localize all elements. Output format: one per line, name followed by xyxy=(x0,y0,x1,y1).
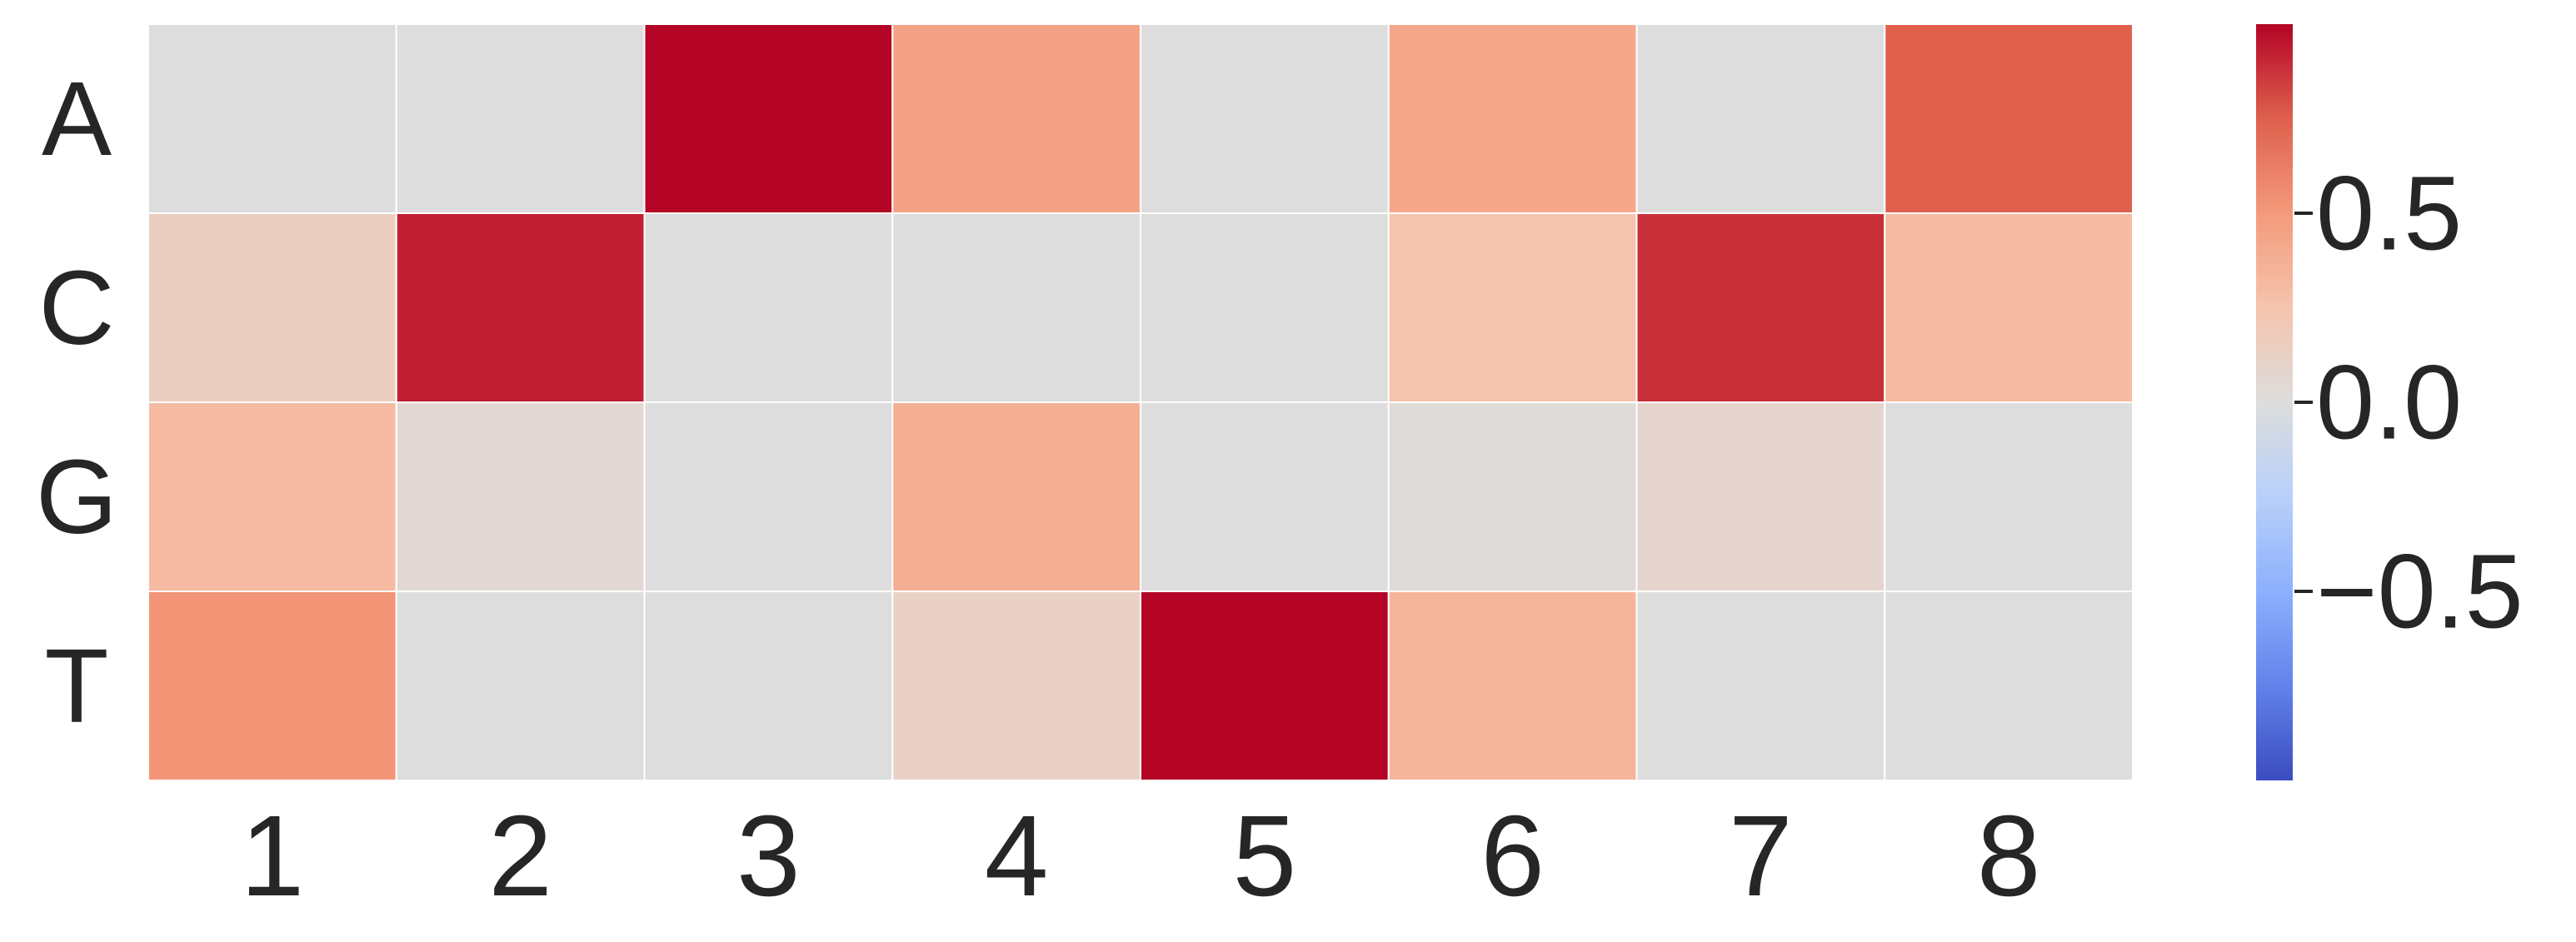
heatmap-cell-A-3 xyxy=(643,23,894,214)
heatmap-cell-T-1 xyxy=(147,591,397,781)
heatmap-cell-T-8 xyxy=(1884,591,2134,781)
colorbar-gradient xyxy=(2256,24,2293,780)
x-tick-label-4: 4 xyxy=(985,792,1049,920)
x-tick-label-1: 1 xyxy=(241,792,305,920)
heatmap-cell-G-5 xyxy=(1140,401,1390,592)
heatmap-cell-G-6 xyxy=(1387,401,1638,592)
heatmap-cell-T-3 xyxy=(643,591,894,781)
heatmap-cell-A-4 xyxy=(891,23,1141,214)
heatmap-cell-C-4 xyxy=(891,212,1141,403)
x-tick-label-2: 2 xyxy=(488,792,552,920)
heatmap-cell-G-4 xyxy=(891,401,1141,592)
heatmap-cell-T-6 xyxy=(1387,591,1638,781)
x-tick-label-5: 5 xyxy=(1233,792,1297,920)
heatmap-cell-T-7 xyxy=(1635,591,1886,781)
heatmap-cells xyxy=(147,23,2134,781)
x-tick-label-7: 7 xyxy=(1729,792,1793,920)
heatmap-cell-C-8 xyxy=(1884,212,2134,403)
x-tick-label-6: 6 xyxy=(1480,792,1545,920)
heatmap-cell-C-3 xyxy=(643,212,894,403)
colorbar-tick-label: −0.5 xyxy=(2316,533,2524,650)
heatmap-cell-T-2 xyxy=(395,591,646,781)
x-tick-label-8: 8 xyxy=(1977,792,2041,920)
heatmap-cell-C-7 xyxy=(1635,212,1886,403)
heatmap-cell-A-2 xyxy=(395,23,646,214)
heatmap-cell-C-1 xyxy=(147,212,397,403)
colorbar-tick-label: 0.5 xyxy=(2316,155,2462,272)
y-tick-label-G: G xyxy=(36,438,117,556)
colorbar-tick-label: 0.0 xyxy=(2316,344,2462,461)
heatmap-cell-G-2 xyxy=(395,401,646,592)
y-tick-label-T: T xyxy=(45,627,109,745)
heatmap-cell-G-8 xyxy=(1884,401,2134,592)
heatmap-cell-A-8 xyxy=(1884,23,2134,214)
colorbar: 0.5 0.0 −0.5 xyxy=(2256,24,2524,780)
heatmap-cell-C-5 xyxy=(1140,212,1390,403)
heatmap-cell-A-5 xyxy=(1140,23,1390,214)
x-tick-label-3: 3 xyxy=(736,792,801,920)
heatmap-cell-A-7 xyxy=(1635,23,1886,214)
heatmap-cell-A-1 xyxy=(147,23,397,214)
y-tick-label-A: A xyxy=(42,60,112,177)
heatmap-cell-C-2 xyxy=(395,212,646,403)
heatmap-cell-G-1 xyxy=(147,401,397,592)
heatmap-cell-T-4 xyxy=(891,591,1141,781)
x-tick-labels: 1 2 3 4 5 6 7 8 xyxy=(241,792,2041,920)
heatmap-cell-C-6 xyxy=(1387,212,1638,403)
heatmap-cell-A-6 xyxy=(1387,23,1638,214)
heatmap-cell-T-5 xyxy=(1140,591,1390,781)
heatmap-cell-G-7 xyxy=(1635,401,1886,592)
y-tick-label-C: C xyxy=(39,249,115,366)
heatmap-cell-G-3 xyxy=(643,401,894,592)
